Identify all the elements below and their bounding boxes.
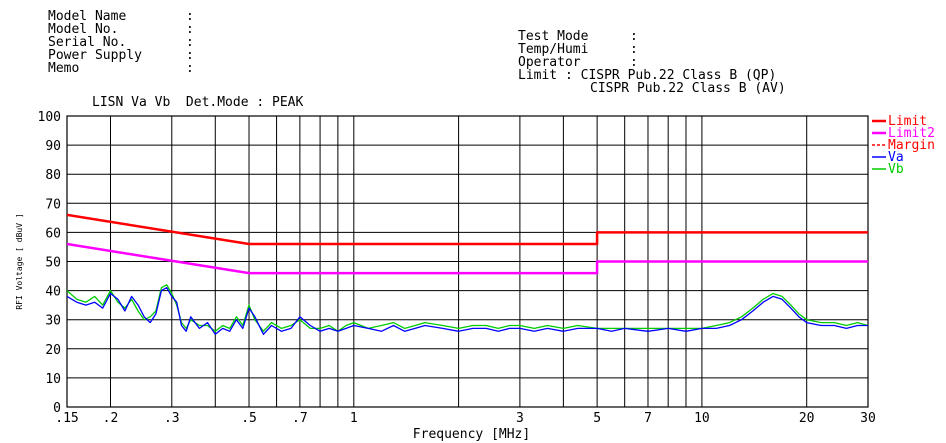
model-no-label: Model No. <box>48 22 119 37</box>
x-tick-label: 7 <box>644 411 652 426</box>
y-tick-label: 60 <box>45 226 61 241</box>
y-tick-label: 0 <box>53 401 61 416</box>
x-tick-label: .7 <box>292 411 308 426</box>
y-tick-label: 40 <box>45 285 61 300</box>
x-tick-label: .5 <box>241 411 257 426</box>
y-tick-label: 50 <box>45 256 61 271</box>
memo-label: Memo <box>48 61 80 76</box>
y-tick-label: 90 <box>45 139 61 154</box>
operator-label: Operator <box>518 55 581 70</box>
series-line-limit <box>67 213 868 246</box>
colon: : <box>630 55 638 70</box>
x-tick-label: 10 <box>694 411 710 426</box>
legend-label: Margin <box>888 138 935 153</box>
colon: : <box>186 61 194 76</box>
x-tick-label: .15 <box>55 411 78 426</box>
series-line-vb <box>67 284 868 332</box>
series-line-limit2 <box>67 242 868 275</box>
y-tick-label: 80 <box>45 168 61 183</box>
x-tick-label: .2 <box>103 411 119 426</box>
x-tick-label: 1 <box>350 411 358 426</box>
model-name-label: Model Name <box>48 9 127 24</box>
colon: : <box>186 22 194 37</box>
serial-no-label: Serial No. <box>48 35 127 50</box>
x-tick-label: 20 <box>799 411 815 426</box>
limit-label: Limit : CISPR Pub.22 Class B (QP) <box>518 68 777 83</box>
y-tick-label: 20 <box>45 343 61 358</box>
test-mode-label: Test Mode <box>518 29 589 44</box>
x-axis-label: Frequency [MHz] <box>413 427 530 442</box>
x-tick-label: 3 <box>516 411 524 426</box>
legend-label: Limit2 <box>888 126 935 141</box>
colon: : <box>630 42 638 57</box>
y-tick-label: 100 <box>38 110 61 125</box>
legend-label: Va <box>888 150 904 165</box>
y-tick-label: 30 <box>45 314 61 329</box>
x-tick-label: 5 <box>593 411 601 426</box>
limit-label-2: CISPR Pub.22 Class B (AV) <box>590 81 786 96</box>
temp-humi-label: Temp/Humi <box>518 42 589 57</box>
y-tick-label: 10 <box>45 372 61 387</box>
series-line-va <box>67 287 868 335</box>
y-axis-label: RFI Voltage [ dBuV ] <box>15 213 24 309</box>
legend-label: Vb <box>888 162 904 177</box>
power-supply-label: Power Supply <box>48 48 142 63</box>
colon: : <box>186 9 194 24</box>
colon: : <box>186 35 194 50</box>
colon: : <box>186 48 194 63</box>
y-tick-label: 70 <box>45 197 61 212</box>
colon: : <box>630 29 638 44</box>
x-tick-label: 30 <box>860 411 876 426</box>
lisn-detector-label: LISN Va Vb Det.Mode : PEAK <box>92 95 304 110</box>
legend-label: Limit <box>888 114 927 129</box>
x-tick-label: .3 <box>164 411 180 426</box>
